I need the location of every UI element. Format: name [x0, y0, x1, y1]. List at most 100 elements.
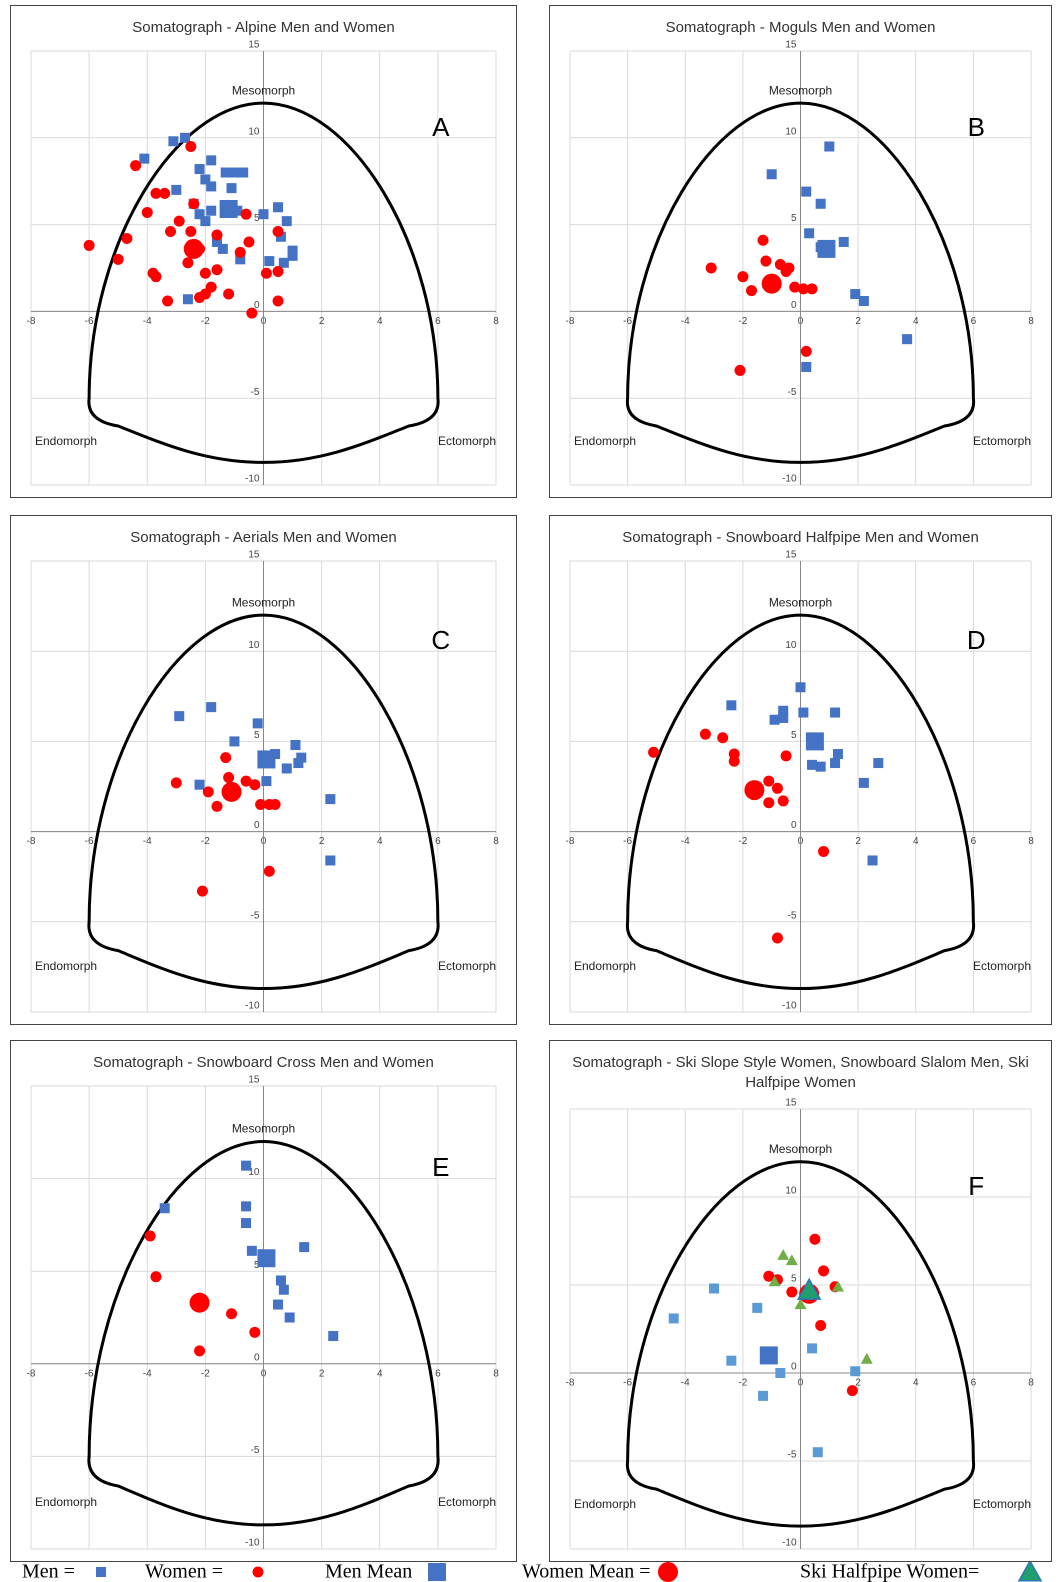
square-marker	[726, 1355, 737, 1366]
axis-label: Endomorph	[574, 1497, 636, 1511]
square-marker	[258, 209, 269, 220]
circle-marker	[263, 865, 275, 877]
square-marker	[798, 707, 809, 718]
square-marker	[275, 1275, 286, 1286]
y-tick-label: -5	[251, 1445, 260, 1456]
square-marker	[219, 199, 238, 218]
square-marker	[801, 186, 812, 197]
x-tick-label: -6	[623, 316, 632, 327]
axis-label: Mesomorph	[769, 83, 832, 97]
circle-marker	[221, 781, 242, 802]
circle-marker	[220, 752, 232, 764]
circle-marker	[648, 746, 660, 758]
x-tick-label: -2	[201, 836, 210, 847]
square-marker	[281, 216, 292, 227]
circle-marker	[760, 255, 772, 267]
axis-label: Ectomorph	[973, 959, 1031, 973]
x-tick-label: -8	[566, 836, 575, 847]
circle-marker	[246, 307, 258, 319]
triangle-marker	[768, 1275, 781, 1287]
square-marker	[261, 776, 272, 787]
x-tick-label: 4	[377, 1368, 383, 1379]
x-tick-label: -6	[623, 836, 632, 847]
circle-marker	[223, 771, 235, 783]
y-tick-label: 5	[791, 1274, 797, 1285]
somatotype-outline	[625, 613, 976, 991]
x-tick-label: -6	[85, 836, 94, 847]
circle-marker	[243, 236, 255, 248]
chart: -8-6-4-202468-10-5051015MesomorphEndomor…	[27, 550, 499, 1013]
circle-marker	[658, 1562, 678, 1582]
circle-marker	[141, 206, 153, 218]
chart: -8-6-4-202468-10-5051015MesomorphEndomor…	[27, 40, 499, 486]
y-tick-label: 0	[254, 820, 260, 831]
somatotype-outline	[87, 101, 440, 464]
square-marker	[206, 702, 217, 713]
square-marker	[804, 228, 815, 239]
circle-marker	[780, 750, 792, 762]
chart-title: Somatograph - Alpine Men and Women	[132, 19, 395, 36]
axis-label: Mesomorph	[232, 83, 295, 97]
axis-label: Mesomorph	[769, 595, 832, 609]
x-tick-label: -2	[201, 316, 210, 327]
y-tick-label: -10	[245, 474, 260, 485]
circle-marker	[189, 1292, 210, 1313]
x-tick-label: 8	[1028, 1378, 1034, 1389]
square-marker	[174, 711, 185, 722]
square-marker	[805, 732, 824, 751]
circle-marker	[211, 264, 223, 276]
square-marker	[206, 181, 217, 192]
axis-label: Ectomorph	[973, 434, 1031, 448]
square-marker	[264, 256, 275, 267]
x-tick-label: 2	[855, 836, 861, 847]
panel-letter: F	[968, 1171, 984, 1201]
square-marker	[206, 155, 217, 166]
square-marker	[252, 718, 263, 729]
y-tick-label: 5	[791, 213, 797, 224]
circle-marker	[173, 215, 185, 227]
circle-marker	[809, 1233, 821, 1245]
circle-marker	[757, 234, 769, 246]
circle-marker	[699, 728, 711, 740]
circle-marker	[83, 239, 95, 251]
x-tick-label: 4	[377, 316, 383, 327]
square-marker	[325, 794, 336, 805]
circle-marker	[183, 238, 204, 259]
chart-title: Somatograph - Snowboard Cross Men and Wo…	[93, 1054, 434, 1071]
square-marker	[815, 198, 826, 209]
square-marker	[325, 855, 336, 866]
circle-marker	[763, 797, 775, 809]
x-tick-label: -4	[681, 836, 690, 847]
y-tick-label: -10	[782, 474, 797, 485]
x-tick-label: 8	[1028, 836, 1034, 847]
square-marker	[168, 136, 179, 147]
circle-marker	[252, 1566, 264, 1578]
square-marker	[830, 707, 841, 718]
x-tick-label: 2	[319, 316, 325, 327]
chart-title: Somatograph - Aerials Men and Women	[130, 529, 397, 546]
square-marker	[299, 1242, 310, 1253]
circle-marker	[185, 140, 197, 152]
square-marker	[759, 1346, 778, 1365]
somatotype-outline	[87, 1140, 440, 1527]
y-tick-label: 10	[785, 640, 797, 651]
square-marker	[668, 1313, 679, 1324]
chart-title: Somatograph - Snowboard Halfpipe Men and…	[622, 529, 979, 546]
chart-panel: -8-6-4-202468-10-5051015MesomorphEndomor…	[10, 5, 517, 498]
square-marker	[226, 183, 237, 194]
square-marker	[235, 254, 246, 265]
y-tick-label: 15	[785, 550, 797, 561]
square-marker	[812, 1447, 823, 1458]
circle-marker	[226, 1308, 238, 1320]
circle-marker	[800, 345, 812, 357]
x-tick-label: -4	[143, 316, 152, 327]
chart-panel: -8-6-4-202468-10-5051015MesomorphEndomor…	[10, 1040, 517, 1562]
square-marker	[290, 740, 301, 751]
x-tick-label: -4	[143, 1368, 152, 1379]
x-tick-label: -6	[85, 316, 94, 327]
square-marker	[778, 705, 789, 716]
panel-letter: B	[968, 112, 985, 142]
y-tick-label: 5	[254, 213, 260, 224]
circle-marker	[121, 232, 133, 244]
